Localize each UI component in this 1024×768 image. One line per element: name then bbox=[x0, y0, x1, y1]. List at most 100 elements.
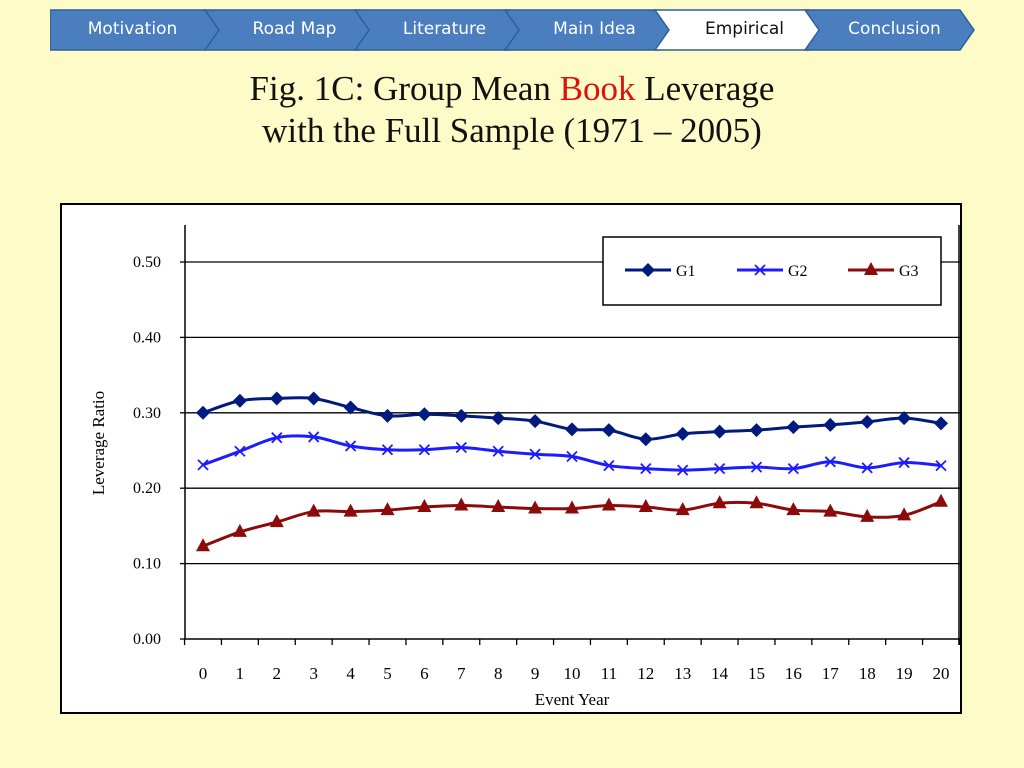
y-tick-label: 0.30 bbox=[133, 405, 161, 422]
data-point-g2-18 bbox=[861, 462, 873, 474]
data-point-g2-17 bbox=[824, 456, 836, 468]
data-point-g3-11 bbox=[601, 497, 616, 511]
data-point-g1-6 bbox=[417, 407, 432, 422]
x-axis-title: Event Year bbox=[535, 690, 610, 709]
nav-chevron-5[interactable] bbox=[803, 9, 975, 51]
data-point-g2-4 bbox=[344, 440, 357, 452]
data-point-g2-9 bbox=[529, 448, 541, 460]
legend-label-g1: G1 bbox=[676, 263, 696, 280]
data-point-g2-15 bbox=[750, 461, 763, 473]
data-point-g3-13 bbox=[675, 502, 690, 516]
nav-item-empirical[interactable]: Empirical bbox=[704, 19, 784, 39]
y-tick-label: 0.20 bbox=[133, 480, 161, 497]
data-point-g3-6 bbox=[417, 499, 432, 513]
slide-title: Fig. 1C: Group Mean Book Leverage with t… bbox=[0, 68, 1024, 152]
data-point-g1-2 bbox=[269, 391, 284, 406]
data-point-g1-16 bbox=[786, 420, 801, 435]
x-tick-label: 12 bbox=[637, 664, 654, 683]
data-point-g3-1 bbox=[232, 523, 247, 537]
data-point-g3-9 bbox=[528, 500, 543, 514]
title-line-1: Fig. 1C: Group Mean Book Leverage bbox=[0, 68, 1024, 110]
data-point-g3-4 bbox=[343, 503, 358, 517]
data-point-g3-17 bbox=[823, 503, 838, 517]
nav-item-road-map[interactable]: Road Map bbox=[252, 19, 337, 39]
x-tick-label: 13 bbox=[674, 664, 691, 683]
y-tick-label: 0.50 bbox=[133, 254, 161, 271]
data-point-g3-0 bbox=[196, 538, 210, 552]
data-point-g1-5 bbox=[380, 408, 395, 423]
x-tick-label: 14 bbox=[711, 664, 729, 683]
section-nav: Motivation Road Map Literature Main Idea Emp… bbox=[50, 8, 975, 52]
data-point-g1-10 bbox=[565, 422, 579, 437]
title-line-2: with the Full Sample (1971 – 2005) bbox=[262, 111, 762, 150]
data-point-g2-11 bbox=[603, 459, 615, 472]
x-tick-label: 4 bbox=[346, 664, 355, 683]
data-point-g3-19 bbox=[897, 507, 912, 521]
x-tick-label: 1 bbox=[236, 664, 245, 683]
data-point-g1-0 bbox=[196, 405, 210, 420]
data-point-g3-18 bbox=[860, 508, 875, 522]
data-point-g3-14 bbox=[712, 495, 727, 509]
data-point-g2-6 bbox=[418, 444, 431, 456]
data-point-g1-11 bbox=[601, 423, 616, 438]
data-point-g1-15 bbox=[749, 423, 764, 438]
x-tick-label: 16 bbox=[785, 664, 802, 683]
nav-item-literature[interactable]: Literature bbox=[402, 19, 487, 39]
y-tick-label: 0.00 bbox=[133, 631, 161, 648]
data-point-g3-7 bbox=[454, 497, 469, 511]
x-tick-label: 0 bbox=[199, 664, 208, 683]
data-point-g2-8 bbox=[492, 445, 504, 457]
title-part-2: Leverage bbox=[635, 69, 775, 108]
data-point-g2-0 bbox=[197, 459, 209, 471]
x-tick-label: 6 bbox=[420, 664, 429, 683]
data-point-g3-16 bbox=[786, 502, 801, 516]
x-tick-label: 19 bbox=[896, 664, 913, 683]
y-tick-label: 0.40 bbox=[133, 329, 161, 346]
data-point-g1-9 bbox=[528, 414, 543, 429]
x-tick-label: 5 bbox=[383, 664, 392, 683]
data-point-g1-17 bbox=[823, 417, 838, 432]
data-point-g2-14 bbox=[713, 462, 726, 475]
data-point-g2-7 bbox=[455, 441, 467, 454]
data-point-g2-16 bbox=[787, 462, 800, 475]
data-point-g2-12 bbox=[640, 462, 652, 475]
legend-marker-g1 bbox=[641, 263, 655, 277]
data-point-g2-10 bbox=[566, 450, 578, 463]
series-line-g2 bbox=[202, 434, 942, 472]
x-tick-label: 10 bbox=[564, 664, 581, 683]
y-axis-title: Leverage Ratio bbox=[89, 391, 108, 495]
x-tick-label: 8 bbox=[494, 664, 503, 683]
nav-item-motivation[interactable]: Motivation bbox=[87, 19, 178, 39]
x-tick-label: 11 bbox=[601, 664, 617, 683]
nav-item-conclusion[interactable]: Conclusion bbox=[848, 19, 941, 39]
legend-label-g3: G3 bbox=[899, 263, 919, 280]
data-point-g1-3 bbox=[306, 391, 321, 406]
data-point-g3-5 bbox=[380, 502, 395, 516]
data-point-g3-10 bbox=[565, 500, 579, 514]
title-highlight: Book bbox=[559, 69, 636, 108]
data-point-g1-13 bbox=[675, 426, 690, 441]
legend-marker-g3 bbox=[864, 262, 878, 275]
data-point-g3-8 bbox=[491, 499, 506, 513]
chart-frame: 0.00 0.10 0.20 0.30 0.40 0.50 0 1 2 3 4 5 6 7 8 9 10 11 12… bbox=[60, 203, 962, 714]
x-tick-label: 3 bbox=[309, 664, 318, 683]
nav-chevrons bbox=[50, 9, 975, 51]
x-tick-label: 18 bbox=[859, 664, 876, 683]
data-point-g3-12 bbox=[638, 499, 653, 513]
data-point-g1-18 bbox=[860, 414, 875, 429]
data-point-g3-20 bbox=[934, 493, 948, 507]
nav-item-main-idea[interactable]: Main Idea bbox=[553, 19, 636, 39]
data-point-g2-20 bbox=[935, 459, 947, 472]
data-point-g1-7 bbox=[454, 408, 469, 423]
legend-marker-g2 bbox=[754, 264, 766, 276]
data-point-g2-1 bbox=[234, 445, 246, 457]
data-point-g1-14 bbox=[712, 424, 727, 439]
x-tick-label: 9 bbox=[531, 664, 540, 683]
data-point-g1-1 bbox=[232, 393, 247, 408]
data-point-g2-2 bbox=[271, 432, 283, 444]
y-tick-label: 0.10 bbox=[133, 556, 161, 573]
data-point-g1-8 bbox=[491, 411, 506, 426]
data-point-g2-3 bbox=[308, 431, 320, 443]
legend-label-g2: G2 bbox=[788, 263, 808, 280]
data-point-g1-12 bbox=[638, 432, 653, 447]
